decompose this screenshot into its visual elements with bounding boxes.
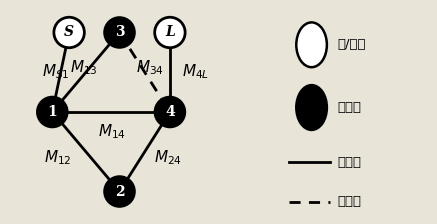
Text: $M_{S1}$: $M_{S1}$ — [42, 62, 70, 81]
Circle shape — [155, 97, 185, 127]
Circle shape — [155, 17, 185, 48]
Text: $M_{13}$: $M_{13}$ — [70, 58, 97, 77]
Circle shape — [104, 17, 135, 48]
Text: 负耦合: 负耦合 — [337, 195, 361, 208]
Circle shape — [296, 85, 327, 130]
Text: $M_{12}$: $M_{12}$ — [44, 149, 71, 167]
Text: 3: 3 — [114, 26, 125, 39]
Text: 1: 1 — [48, 105, 57, 119]
Text: $M_{14}$: $M_{14}$ — [97, 122, 126, 141]
Text: 谐振器: 谐振器 — [337, 101, 361, 114]
Text: 正耦合: 正耦合 — [337, 156, 361, 169]
Circle shape — [37, 97, 68, 127]
Circle shape — [296, 22, 327, 67]
Text: $M_{4L}$: $M_{4L}$ — [182, 62, 209, 81]
Text: $M_{34}$: $M_{34}$ — [136, 58, 164, 77]
Circle shape — [104, 176, 135, 207]
Text: $M_{24}$: $M_{24}$ — [154, 149, 182, 167]
Text: 源/负载: 源/负载 — [337, 38, 366, 51]
Circle shape — [54, 17, 84, 48]
Text: 2: 2 — [114, 185, 125, 198]
Text: 4: 4 — [165, 105, 175, 119]
Text: S: S — [64, 26, 74, 39]
Text: L: L — [165, 26, 175, 39]
